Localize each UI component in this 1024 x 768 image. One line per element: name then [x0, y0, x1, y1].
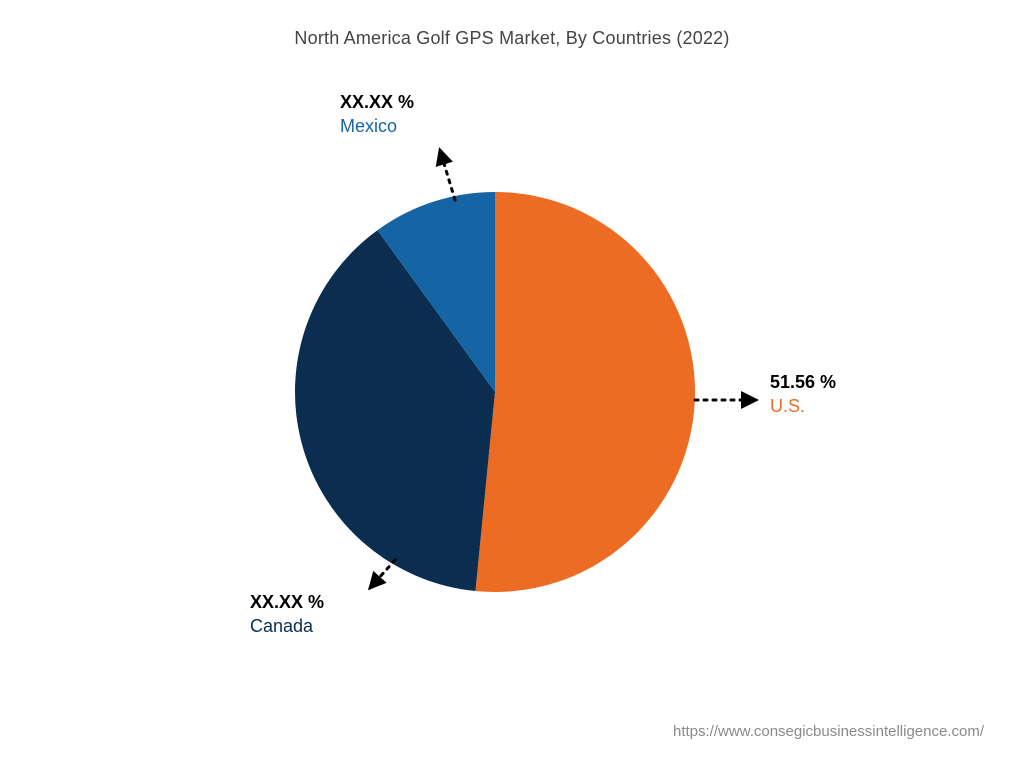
- leader-line: [370, 560, 395, 588]
- callout-percent: XX.XX %: [340, 90, 414, 114]
- page: North America Golf GPS Market, By Countr…: [0, 0, 1024, 768]
- leader-line: [440, 150, 455, 200]
- pie-slice-u-s-: [475, 192, 695, 592]
- callout-u-s-: 51.56 %U.S.: [770, 370, 836, 419]
- callout-name: U.S.: [770, 394, 836, 418]
- attribution-text: https://www.consegicbusinessintelligence…: [673, 723, 984, 740]
- callout-percent: 51.56 %: [770, 370, 836, 394]
- callout-mexico: XX.XX %Mexico: [340, 90, 414, 139]
- pie-svg: [0, 0, 1024, 768]
- pie-chart: [0, 0, 1024, 768]
- callout-name: Canada: [250, 614, 324, 638]
- callout-canada: XX.XX %Canada: [250, 590, 324, 639]
- callout-name: Mexico: [340, 114, 414, 138]
- callout-percent: XX.XX %: [250, 590, 324, 614]
